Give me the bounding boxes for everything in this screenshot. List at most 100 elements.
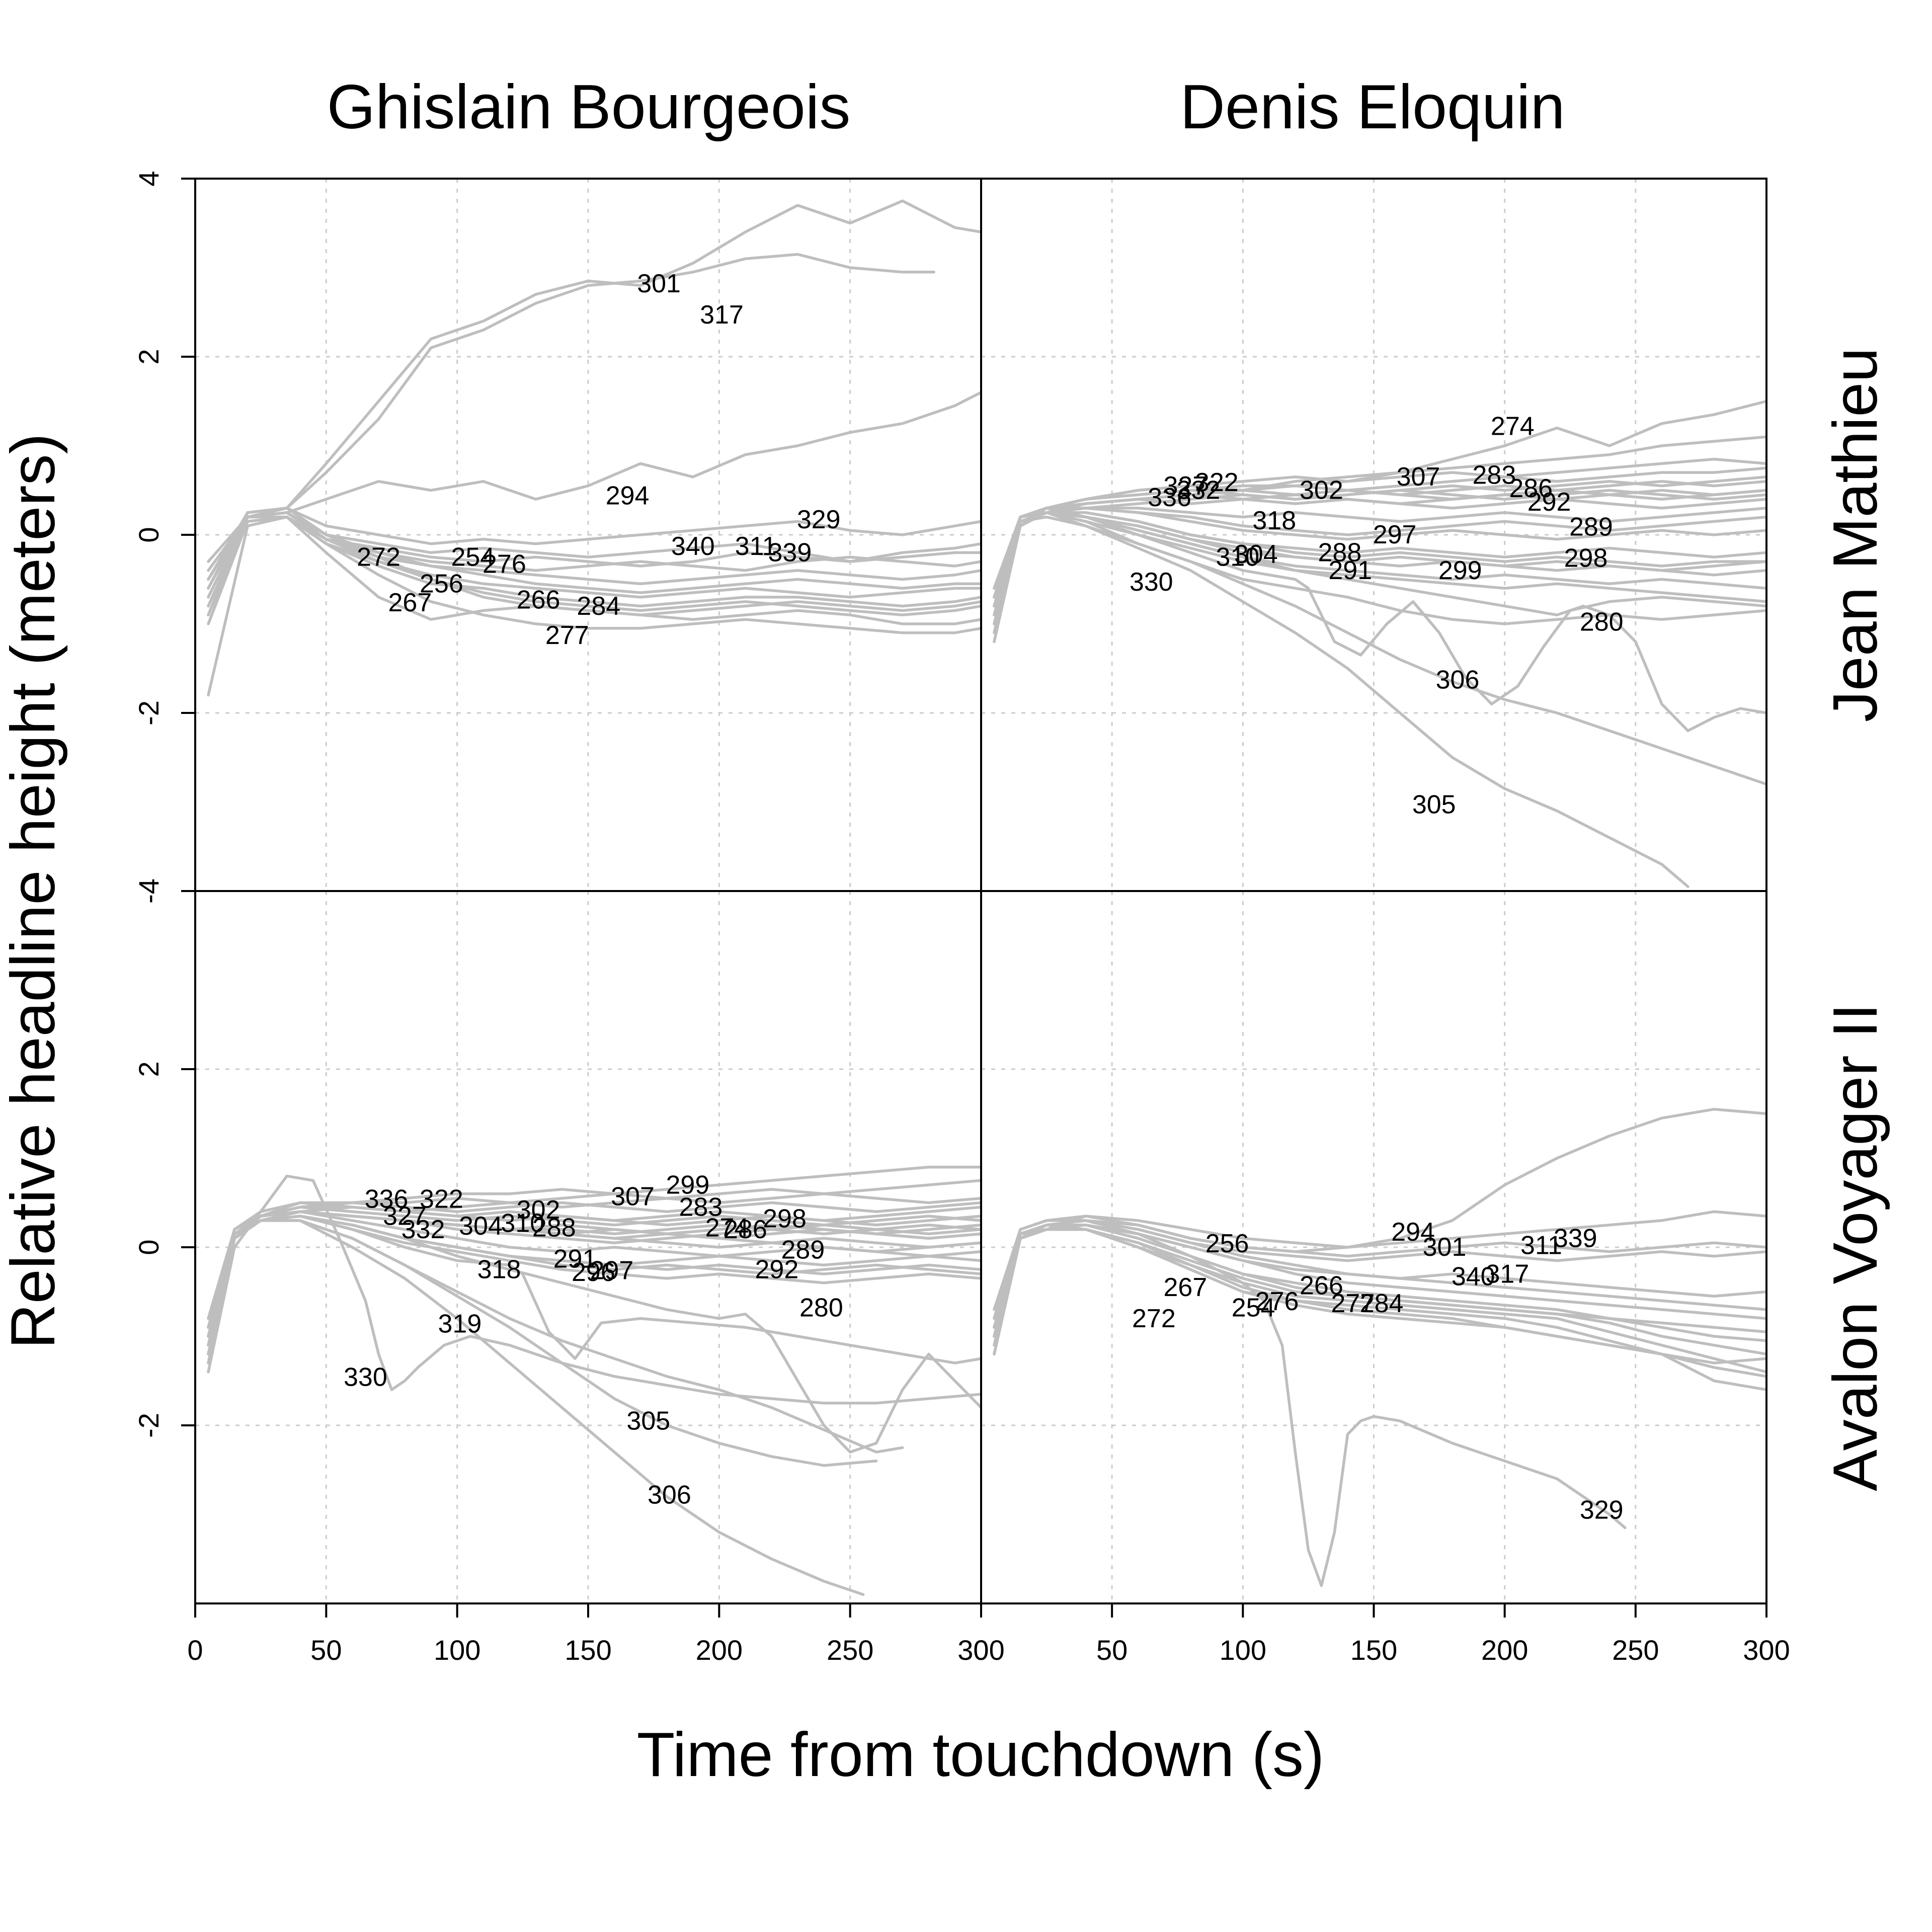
series-label-298: 298 [763,1204,807,1234]
series-label-276: 276 [482,550,526,579]
series-label-254: 254 [1232,1294,1275,1323]
series-line-339 [993,1210,1766,1320]
x-tick-label: 150 [1350,1634,1397,1666]
series-line-unlabeled [993,511,1689,888]
series-label-330: 330 [1130,568,1173,597]
series-label-288: 288 [532,1213,576,1242]
x-tick-label: 0 [187,1634,203,1666]
series-label-294: 294 [606,481,650,510]
series-label-296: 296 [572,1258,615,1287]
series-label-307: 307 [1397,462,1440,492]
series-label-317: 317 [1486,1259,1530,1289]
series-label-266: 266 [517,586,560,615]
y-tick-label: -2 [133,1413,165,1438]
series-line-297 [993,507,1766,590]
x-axis-label: Time from touchdown (s) [637,1720,1325,1790]
series-line-277 [207,515,981,634]
series-line-284 [207,507,981,625]
series-label-329: 329 [797,505,841,534]
series-label-294: 294 [1391,1218,1435,1247]
series-label-317: 317 [700,300,744,330]
series-label-319: 319 [438,1310,482,1339]
series-label-286: 286 [723,1215,767,1244]
series-label-280: 280 [1580,608,1624,637]
y-tick-label: 2 [133,1061,165,1077]
series-label-302: 302 [517,1195,560,1225]
series-line-289 [207,1210,981,1329]
series-label-297: 297 [1373,520,1417,549]
series-label-311: 311 [1520,1231,1562,1260]
x-tick-label: 200 [696,1634,743,1666]
x-tick-label: 100 [1220,1634,1266,1666]
series-label-289: 289 [1569,512,1613,541]
series-label-298: 298 [1564,543,1608,573]
series-label-256: 256 [1205,1229,1249,1258]
series-label-291: 291 [1328,556,1372,585]
series-label-305: 305 [626,1406,670,1435]
series-label-284: 284 [577,592,620,621]
series-label-274: 274 [1491,412,1535,441]
series-label-283: 283 [1473,461,1516,490]
series-line-322 [993,484,1766,608]
series-line-322 [207,1201,981,1329]
series-label-301: 301 [1423,1233,1467,1262]
series-label-336: 336 [1148,483,1191,512]
y-tick-label: 4 [133,171,165,186]
series-label-332: 332 [401,1215,445,1244]
series-label-277: 277 [1331,1289,1375,1318]
series-label-310: 310 [1216,543,1260,572]
series-label-292: 292 [1527,488,1571,517]
series-label-272: 272 [1132,1304,1176,1333]
series-line-332 [993,493,1766,617]
x-tick-label: 150 [565,1634,611,1666]
series-label-297: 297 [590,1256,634,1285]
x-tick-label: 300 [1743,1634,1790,1666]
series-line-330 [207,1174,981,1405]
series-line-289 [993,507,1766,617]
series-label-277: 277 [545,621,589,650]
series-label-254: 254 [451,543,495,572]
series-label-256: 256 [420,570,463,599]
x-tick-label: 300 [957,1634,1004,1666]
series-line-305 [993,511,1766,786]
series-line-266 [993,1224,1766,1342]
series-label-304: 304 [459,1212,503,1241]
series-label-280: 280 [799,1294,843,1323]
column-title-denis-eloquin: Denis Eloquin [1180,72,1565,142]
series-label-301: 301 [637,269,681,298]
series-label-274: 274 [705,1213,749,1242]
series-label-306: 306 [1436,666,1480,695]
series-line-329 [993,1219,1627,1587]
y-tick-label: -4 [133,878,165,904]
y-axis-label: Relative headline height (meters) [0,433,68,1349]
series-line-330 [993,515,1766,634]
x-tick-label: 50 [1096,1634,1128,1666]
series-label-322: 322 [1195,468,1239,497]
series-line-284 [993,1228,1766,1356]
series-line-302 [207,1205,981,1329]
series-line-306 [993,507,1766,706]
series-line-266 [207,511,981,617]
x-tick-label: 250 [827,1634,873,1666]
series-label-302: 302 [1300,476,1343,505]
series-label-272: 272 [357,543,400,572]
series-label-276: 276 [1255,1287,1299,1316]
series-label-327: 327 [383,1201,427,1231]
y-tick-label: 0 [133,527,165,542]
series-label-332: 332 [1177,476,1221,505]
series-label-340: 340 [1452,1262,1495,1292]
series-label-299: 299 [666,1170,710,1199]
series-label-304: 304 [1234,540,1278,569]
chart-frame [194,178,1767,1604]
series-line-272 [207,507,981,586]
series-line-277 [993,1224,1766,1374]
series-lines [207,199,981,697]
x-tick-label: 100 [434,1634,480,1666]
series-label-318: 318 [1252,506,1296,535]
series-label-266: 266 [1300,1271,1343,1300]
series-line-288 [993,511,1766,599]
x-tick-label: 250 [1612,1634,1659,1666]
